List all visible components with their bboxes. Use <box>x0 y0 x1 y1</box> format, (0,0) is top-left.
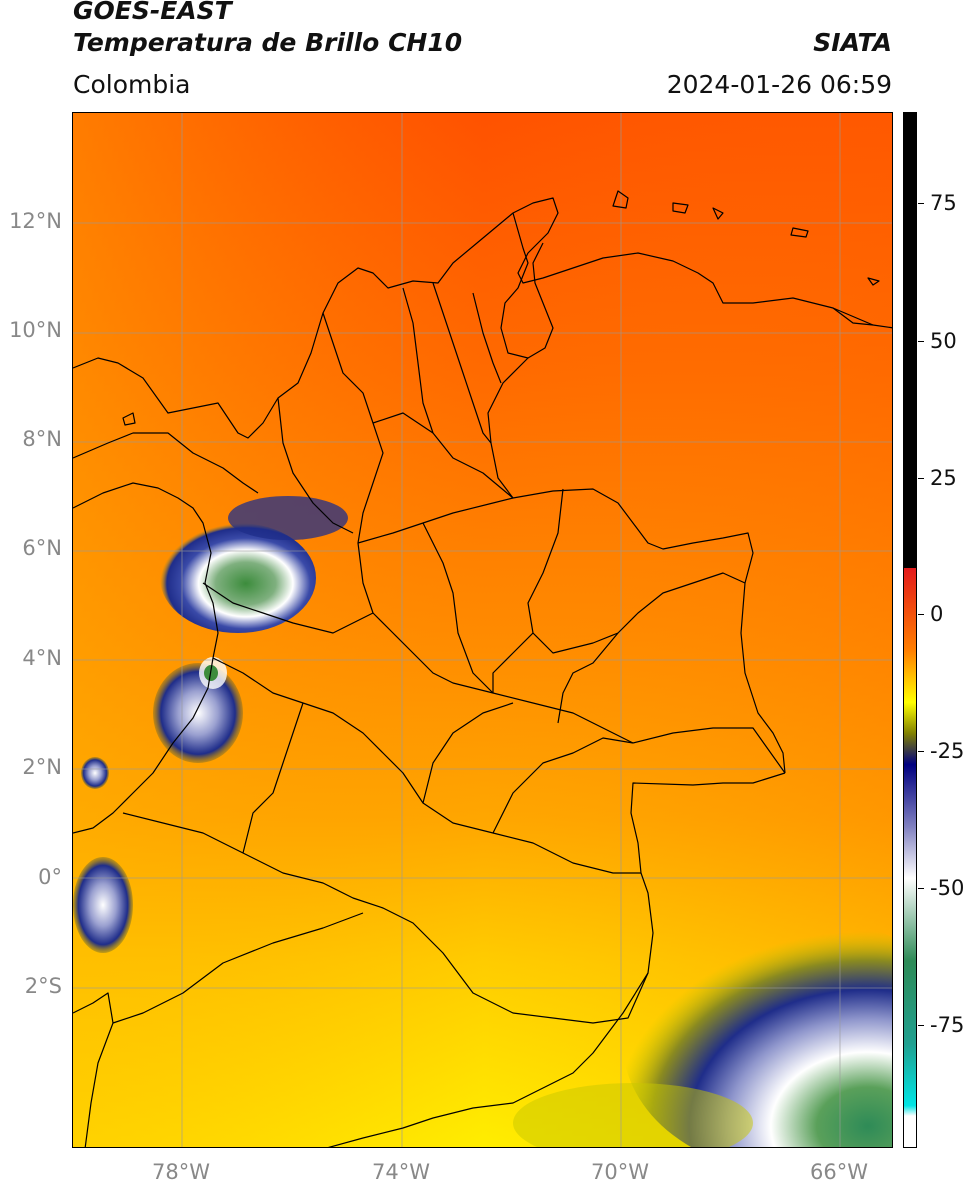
colorbar-label: -75 <box>930 1013 965 1037</box>
lon-label: 74°W <box>372 1160 430 1184</box>
lon-label: 78°W <box>152 1160 210 1184</box>
satellite-title: GOES-EAST <box>73 0 232 25</box>
colorbar-label: -25 <box>930 739 965 763</box>
colorbar-tick <box>918 888 924 889</box>
colorbar-tick <box>918 614 924 615</box>
colorbar-tick <box>918 478 924 479</box>
lat-label: 8°N <box>22 427 62 451</box>
lat-label: 0° <box>38 865 62 889</box>
satellite-map[interactable] <box>72 112 893 1148</box>
colorbar-tick <box>918 1025 924 1026</box>
colorbar-label: 0 <box>930 602 944 626</box>
lat-label: 6°N <box>22 536 62 560</box>
lat-label: 2°N <box>22 755 62 779</box>
product-title: Temperatura de Brillo CH10 <box>73 28 463 57</box>
colorbar-tick <box>918 751 924 752</box>
map-canvas <box>73 113 892 1147</box>
colorbar-label: 75 <box>930 191 957 215</box>
colorbar-tick <box>918 203 924 204</box>
lat-label: 10°N <box>9 318 62 342</box>
lat-label: 4°N <box>22 646 62 670</box>
lon-label: 66°W <box>810 1160 868 1184</box>
colorbar <box>903 112 917 1148</box>
lat-label: 12°N <box>9 209 62 233</box>
colorbar-label: 50 <box>930 329 957 353</box>
colorbar-tick <box>918 341 924 342</box>
source-label: SIATA <box>813 28 892 57</box>
timestamp-label: 2024-01-26 06:59 <box>666 70 892 99</box>
region-label: Colombia <box>73 70 191 99</box>
lat-label: 2°S <box>24 974 62 998</box>
lon-label: 70°W <box>591 1160 649 1184</box>
colorbar-label: -50 <box>930 876 965 900</box>
colorbar-label: 25 <box>930 466 957 490</box>
